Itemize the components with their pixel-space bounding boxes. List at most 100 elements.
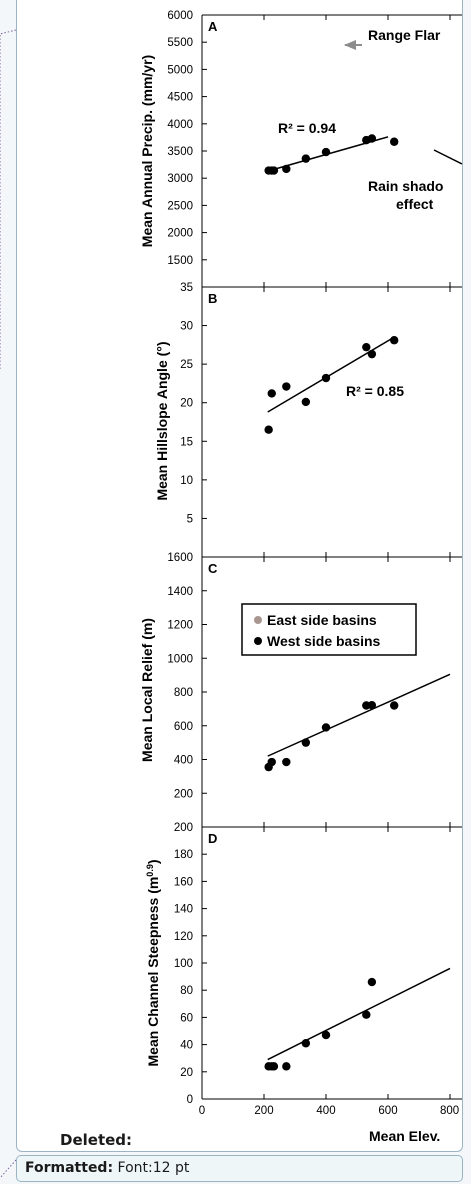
y-tick-label: 15 bbox=[180, 436, 193, 448]
y-tick-label: 35 bbox=[180, 282, 193, 294]
y-tick-label: 1400 bbox=[167, 586, 193, 598]
data-point bbox=[390, 137, 399, 146]
fit-line-panel-b bbox=[267, 336, 395, 413]
y-tick-label: 160 bbox=[174, 876, 193, 888]
y-tick-label: 80 bbox=[180, 985, 193, 997]
formatted-value: Font:12 pt bbox=[117, 1160, 190, 1176]
deleted-label: Deleted: bbox=[60, 1131, 133, 1149]
data-point bbox=[264, 425, 273, 434]
y-tick-label: 2500 bbox=[167, 200, 193, 212]
data-point bbox=[301, 1039, 311, 1048]
y-tick-label: 180 bbox=[174, 849, 193, 861]
y-axis-label-relief: Mean Local Relief (m) bbox=[139, 618, 155, 762]
y-tick-label: 1600 bbox=[167, 552, 193, 564]
data-point bbox=[367, 349, 377, 359]
y-tick-label: 20 bbox=[180, 398, 193, 410]
data-point bbox=[321, 723, 331, 732]
rain-shadow-label-2: effect bbox=[396, 196, 434, 212]
formatted-comment-box[interactable]: Formatted: Font:12 pt bbox=[16, 1155, 463, 1182]
panel-a-letter: A bbox=[208, 19, 218, 34]
comment-leader-top bbox=[0, 29, 17, 370]
y-tick-label: 1500 bbox=[167, 255, 193, 267]
y-tick-label: 40 bbox=[180, 1040, 193, 1052]
data-point bbox=[362, 1010, 371, 1019]
y-tick-label: 100 bbox=[174, 958, 193, 970]
y-tick-label: 3500 bbox=[167, 146, 193, 158]
panel-b-letter: B bbox=[208, 291, 217, 306]
y-tick-label: 400 bbox=[174, 755, 193, 767]
data-point bbox=[321, 373, 331, 383]
y-tick-label: 2000 bbox=[167, 228, 193, 240]
y-axis-label-precip: Mean Annual Precip. (mm/yr) bbox=[139, 55, 155, 247]
formatted-label: Formatted: bbox=[25, 1160, 114, 1176]
y-tick-label: 25 bbox=[180, 359, 193, 371]
data-point bbox=[301, 738, 311, 747]
panel-d-letter: D bbox=[208, 831, 217, 846]
data-point bbox=[267, 757, 276, 767]
y-tick-label: 3000 bbox=[167, 173, 193, 185]
y-tick-label: 800 bbox=[174, 687, 193, 699]
rain-shadow-pointer bbox=[433, 149, 462, 165]
y-tick-label: 5500 bbox=[167, 37, 193, 49]
data-point bbox=[269, 1062, 279, 1071]
y-tick-label: 4000 bbox=[167, 119, 193, 131]
fit-line-panel-d bbox=[267, 967, 451, 1061]
y-tick-label: 5000 bbox=[167, 64, 193, 76]
y-axis-label-steepness: Mean Channel Steepness (m0.9) bbox=[145, 859, 161, 1066]
r2-panel-b: R² = 0.85 bbox=[346, 383, 404, 399]
y-tick-label: 0 bbox=[187, 1094, 193, 1106]
data-point bbox=[301, 397, 311, 407]
data-point bbox=[367, 700, 377, 710]
comment-leader-bottom bbox=[0, 1159, 17, 1179]
y-tick-label: 4500 bbox=[167, 92, 193, 104]
data-point bbox=[282, 757, 291, 767]
x-tick-label: 800 bbox=[440, 1105, 459, 1117]
y-tick-label: 600 bbox=[174, 721, 193, 733]
data-point bbox=[321, 1030, 331, 1040]
data-point bbox=[301, 154, 311, 163]
y-tick-label: 6000 bbox=[167, 10, 193, 22]
data-point bbox=[367, 134, 377, 143]
data-point bbox=[269, 166, 279, 175]
y-tick-label: 5 bbox=[187, 513, 193, 525]
data-point bbox=[267, 389, 276, 398]
x-tick-label: 200 bbox=[254, 1105, 273, 1117]
y-tick-label: 20 bbox=[180, 1067, 193, 1079]
data-point bbox=[367, 977, 377, 987]
y-tick-label: 200 bbox=[174, 822, 193, 834]
y-axis-label-hillslope: Mean Hillslope Angle (°) bbox=[154, 341, 170, 500]
y-tick-label: 1000 bbox=[167, 653, 193, 665]
y-tick-label: 1200 bbox=[167, 620, 193, 632]
data-point bbox=[390, 701, 399, 710]
rain-shadow-label: Rain shado bbox=[368, 178, 443, 194]
range-flank-label: Range Flar bbox=[368, 27, 441, 43]
y-tick-label: 60 bbox=[180, 1012, 193, 1024]
x-tick-label: 600 bbox=[378, 1105, 397, 1117]
data-point bbox=[282, 382, 291, 391]
data-point bbox=[390, 336, 399, 345]
data-point bbox=[282, 164, 291, 174]
legend-east-marker bbox=[254, 616, 262, 624]
x-tick-label: 0 bbox=[199, 1105, 205, 1117]
panel-c-letter: C bbox=[208, 561, 218, 576]
y-tick-label: 140 bbox=[174, 904, 193, 916]
data-point bbox=[321, 147, 331, 157]
y-tick-label: 10 bbox=[180, 475, 193, 487]
y-tick-label: 30 bbox=[180, 321, 193, 333]
r2-panel-a: R² = 0.94 bbox=[278, 120, 336, 136]
fit-line-panel-c bbox=[267, 673, 451, 757]
legend-east-label: East side basins bbox=[267, 612, 377, 628]
legend: East side basins West side basins bbox=[241, 603, 417, 656]
y-tick-label: 120 bbox=[174, 931, 193, 943]
chart-marks: 3515002000250030003500400045005000550060… bbox=[167, 10, 459, 1117]
data-point bbox=[282, 1062, 291, 1071]
data-point bbox=[362, 342, 371, 352]
legend-west-label: West side basins bbox=[267, 633, 381, 649]
range-flank-arrow: Range Flar Rain shado effect bbox=[344, 27, 462, 212]
x-axis-label: Mean Elev. bbox=[369, 1128, 440, 1144]
x-tick-label: 400 bbox=[316, 1105, 335, 1117]
document-frame bbox=[16, 0, 463, 1152]
y-tick-label: 200 bbox=[174, 788, 193, 800]
legend-west-marker bbox=[254, 637, 262, 645]
